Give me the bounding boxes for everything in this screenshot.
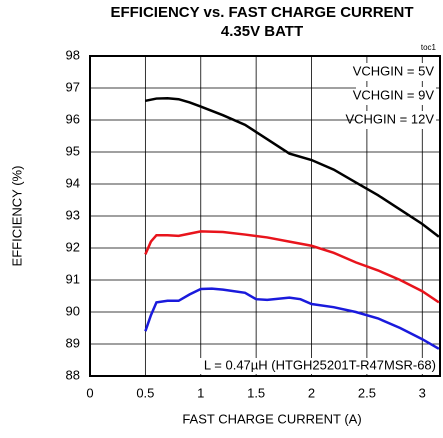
y-tick-label: 93 [66,207,80,222]
y-tick-label: 92 [66,239,80,254]
line-series [144,287,440,350]
y-tick-label: 94 [66,175,80,190]
plot-frame [89,55,441,377]
x-tick-label: 1.5 [247,385,265,400]
y-tick-label: 98 [66,47,80,62]
legend-bg [356,111,436,129]
legend-entry: VCHGIN = 9V [353,87,435,102]
x-tick-label: 1 [197,385,204,400]
legend-bg [356,63,436,81]
annotation-bg [195,358,437,374]
x-tick-label: 0 [86,385,93,400]
chart-subtitle: 4.35V BATT [221,23,303,40]
x-tick-label: 0.5 [136,385,154,400]
legend-entry: VCHGIN = 5V [353,63,435,78]
y-axis-label: EFFICIENCY (%) [9,166,24,267]
x-tick-label: 2 [308,385,315,400]
annotation: L = 0.47µH (HTGH25201T-R47MSR-68) [204,357,436,372]
x-tick-label: 3 [419,385,426,400]
annotation: toc1 [421,43,437,52]
y-tick-label: 88 [66,367,80,382]
y-tick-label: 91 [66,271,80,286]
legend-entry: VCHGIN = 12V [345,111,434,126]
line-series [144,230,440,304]
chart-title: EFFICIENCY vs. FAST CHARGE CURRENT [110,4,413,21]
y-tick-label: 95 [66,143,80,158]
y-tick-label: 89 [66,335,80,350]
legend-bg [356,87,436,105]
x-tick-label: 2.5 [358,385,376,400]
y-tick-label: 97 [66,79,80,94]
y-tick-label: 90 [66,303,80,318]
x-axis-label: FAST CHARGE CURRENT (A) [182,411,361,426]
y-tick-label: 96 [66,111,80,126]
line-series [145,96,440,238]
